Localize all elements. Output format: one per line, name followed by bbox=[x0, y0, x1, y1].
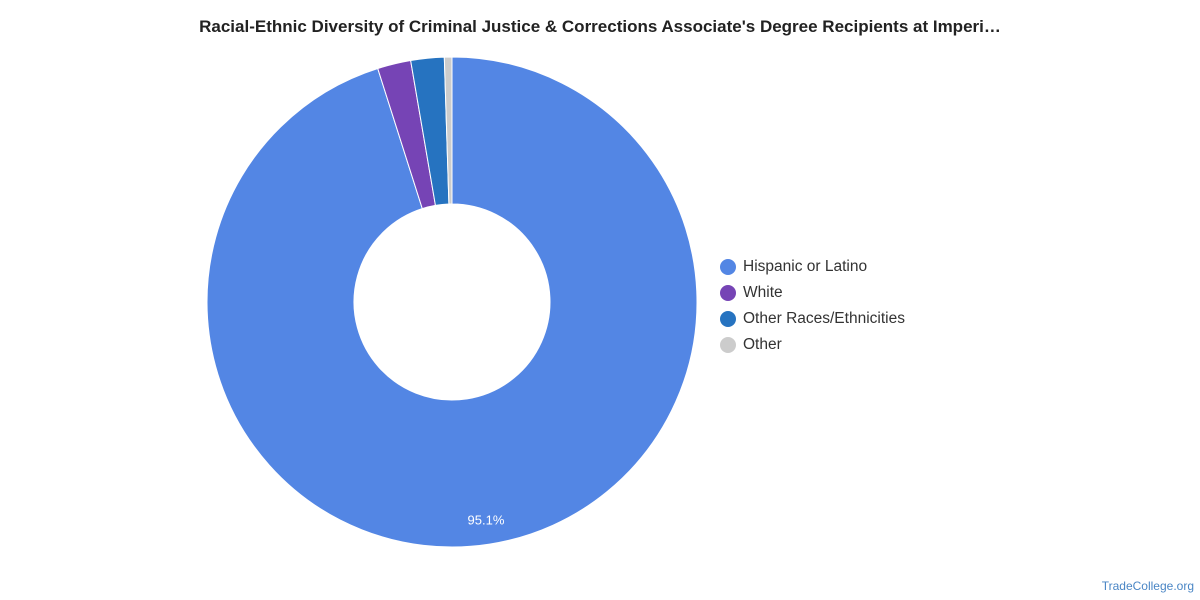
legend-label: Other bbox=[743, 336, 782, 353]
legend-swatch-icon bbox=[720, 311, 736, 327]
legend-swatch-icon bbox=[720, 259, 736, 275]
slice-label-hispanic-or-latino: 95.1% bbox=[468, 512, 505, 527]
legend: Hispanic or Latino White Other Races/Ethni… bbox=[720, 254, 905, 358]
legend-swatch-icon bbox=[720, 285, 736, 301]
slice-other[interactable] bbox=[443, 56, 453, 205]
legend-swatch-icon bbox=[720, 337, 736, 353]
source-link[interactable]: TradeCollege.org bbox=[1101, 579, 1194, 593]
slices-group bbox=[206, 56, 698, 548]
labels-group: 95.1% bbox=[468, 512, 505, 527]
legend-item-other-races-ethnicities[interactable]: Other Races/Ethnicities bbox=[720, 306, 905, 332]
slice-hispanic-or-latino[interactable] bbox=[206, 56, 698, 548]
legend-item-hispanic-or-latino[interactable]: Hispanic or Latino bbox=[720, 254, 905, 280]
legend-item-other[interactable]: Other bbox=[720, 332, 905, 358]
legend-label: Hispanic or Latino bbox=[743, 258, 868, 275]
legend-label: White bbox=[743, 284, 783, 301]
legend-label: Other Races/Ethnicities bbox=[743, 310, 905, 327]
legend-item-white[interactable]: White bbox=[720, 280, 905, 306]
chart-title: Racial-Ethnic Diversity of Criminal Just… bbox=[199, 17, 1001, 36]
